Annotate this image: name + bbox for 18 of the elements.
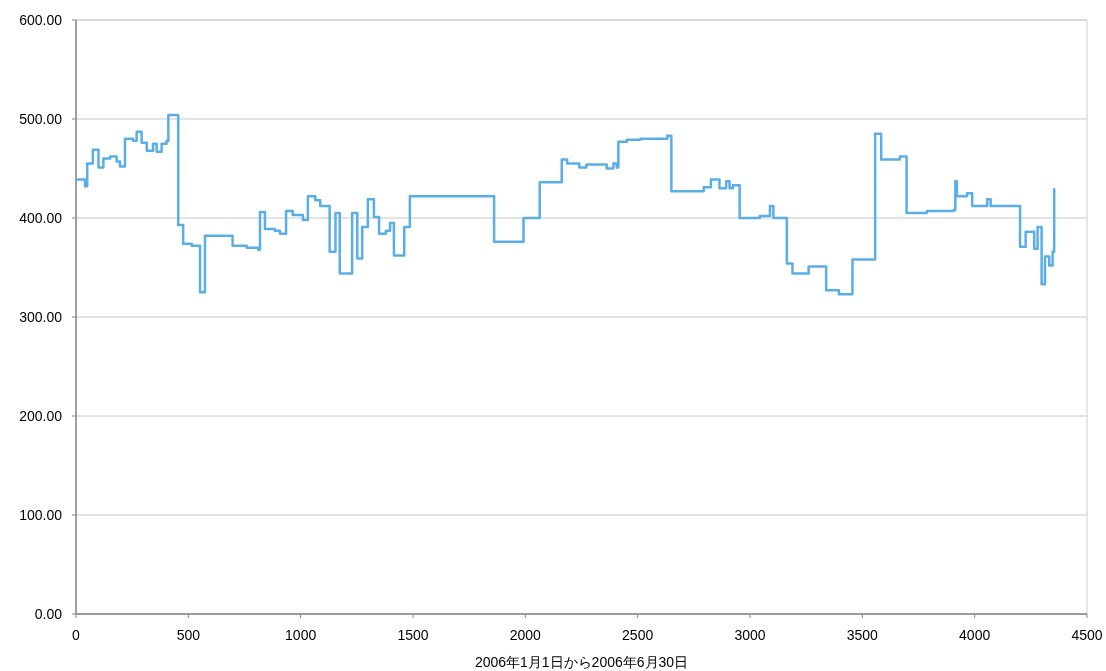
- y-tick-label: 300.00: [19, 309, 63, 325]
- y-tick-label: 100.00: [19, 507, 63, 523]
- x-tick-label: 2000: [509, 627, 542, 643]
- y-tick-label: 0.00: [34, 606, 63, 622]
- x-tick-label: 4500: [1071, 627, 1103, 643]
- y-tick-label: 600.00: [19, 12, 63, 28]
- x-tick-label: 500: [176, 627, 201, 643]
- x-tick-label: 3000: [734, 627, 766, 643]
- x-tick-label: 0: [72, 627, 81, 643]
- x-tick-label: 2500: [622, 627, 654, 643]
- x-tick-label: 1500: [397, 627, 429, 643]
- y-tick-label: 200.00: [19, 408, 63, 424]
- y-tick-label: 400.00: [19, 210, 63, 226]
- x-tick-label: 3500: [846, 627, 879, 643]
- y-tick-label: 500.00: [19, 111, 63, 127]
- x-tick-label: 4000: [959, 627, 991, 643]
- x-tick-label: 1000: [285, 627, 317, 643]
- x-axis-title: 2006年1月1日から2006年6月30日: [474, 654, 689, 670]
